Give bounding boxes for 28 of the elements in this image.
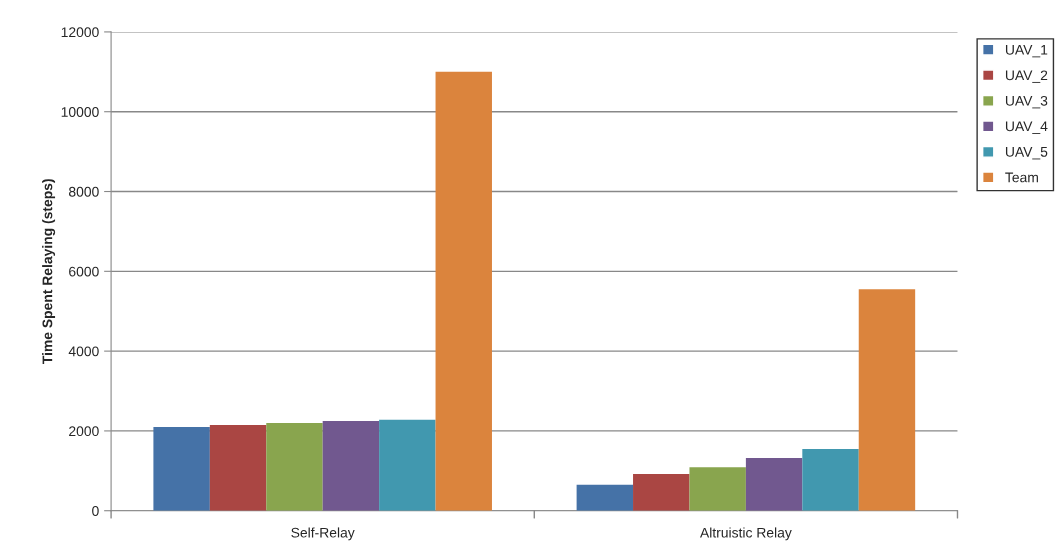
legend-label: UAV_4 [1005, 121, 1048, 134]
bar [576, 484, 634, 511]
bar [802, 448, 859, 511]
legend-label: Team [1005, 172, 1038, 183]
y-tick-label: 4000 [68, 346, 99, 357]
bar [858, 289, 916, 511]
bar [435, 71, 492, 511]
y-tick-label: 2000 [69, 426, 99, 437]
x-tick-label: Altruistic Relay [700, 527, 792, 541]
bar [266, 422, 323, 511]
y-tick-label: 0 [92, 506, 99, 516]
bar [689, 467, 746, 511]
legend-label: UAV_5 [1005, 147, 1048, 160]
x-tick-label: Self-Relay [291, 527, 355, 541]
bar [379, 419, 436, 511]
bar [322, 420, 380, 511]
bar [209, 424, 267, 511]
y-axis-title: Time Spent Relaying (steps) [42, 179, 56, 365]
y-tick-label: 12000 [61, 27, 99, 38]
legend-label: UAV_3 [1005, 95, 1048, 109]
y-tick-label: 6000 [69, 266, 99, 277]
y-tick-label: 8000 [68, 186, 99, 197]
y-tick-label: 10000 [61, 107, 99, 117]
bar [745, 458, 803, 511]
bar [633, 474, 690, 511]
legend-label: UAV_2 [1005, 70, 1048, 83]
bar [153, 426, 210, 511]
legend-label: UAV_1 [1005, 45, 1048, 58]
